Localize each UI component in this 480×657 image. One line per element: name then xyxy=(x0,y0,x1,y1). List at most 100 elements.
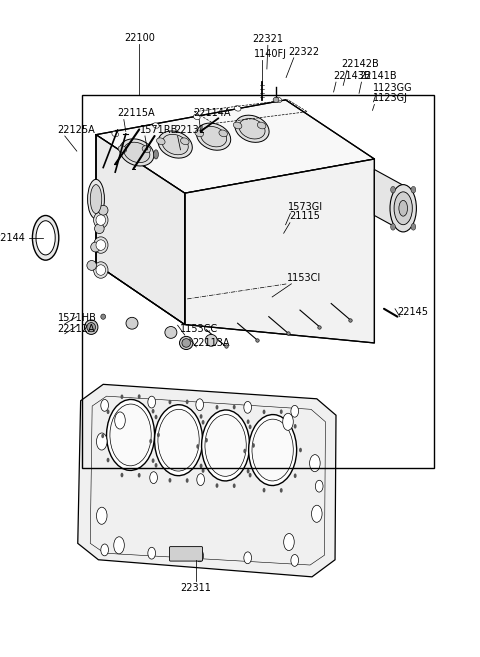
Ellipse shape xyxy=(233,122,242,129)
Polygon shape xyxy=(96,135,185,325)
Ellipse shape xyxy=(158,131,192,158)
Ellipse shape xyxy=(315,480,323,492)
Ellipse shape xyxy=(310,455,320,472)
Ellipse shape xyxy=(91,242,100,252)
Ellipse shape xyxy=(110,404,151,466)
Text: 1153CI: 1153CI xyxy=(287,273,321,283)
Ellipse shape xyxy=(154,150,158,159)
Text: 22311: 22311 xyxy=(180,583,211,593)
Ellipse shape xyxy=(283,413,293,430)
Ellipse shape xyxy=(120,394,123,399)
Polygon shape xyxy=(185,159,374,343)
Ellipse shape xyxy=(126,317,138,329)
Ellipse shape xyxy=(87,323,96,332)
Ellipse shape xyxy=(312,505,322,522)
Ellipse shape xyxy=(186,478,189,483)
Text: 22115A: 22115A xyxy=(118,108,155,118)
Ellipse shape xyxy=(202,420,204,424)
Ellipse shape xyxy=(101,314,106,319)
Circle shape xyxy=(411,187,416,193)
Ellipse shape xyxy=(148,396,156,408)
Ellipse shape xyxy=(196,550,204,562)
Ellipse shape xyxy=(152,459,155,463)
Ellipse shape xyxy=(249,473,252,478)
Ellipse shape xyxy=(138,394,141,399)
Ellipse shape xyxy=(158,409,199,471)
Ellipse shape xyxy=(156,138,165,145)
Ellipse shape xyxy=(263,488,265,493)
Circle shape xyxy=(411,223,416,230)
Ellipse shape xyxy=(201,126,227,147)
Text: 22143B: 22143B xyxy=(334,71,371,81)
Ellipse shape xyxy=(94,261,108,278)
Ellipse shape xyxy=(219,130,228,137)
Ellipse shape xyxy=(96,507,107,524)
Ellipse shape xyxy=(142,146,151,152)
Ellipse shape xyxy=(149,439,152,443)
Ellipse shape xyxy=(243,449,246,453)
Text: 1571RB: 1571RB xyxy=(140,125,179,135)
Ellipse shape xyxy=(90,185,102,214)
Ellipse shape xyxy=(168,478,171,483)
Ellipse shape xyxy=(155,463,157,468)
Ellipse shape xyxy=(294,474,297,478)
Ellipse shape xyxy=(155,405,203,476)
Ellipse shape xyxy=(275,97,282,102)
Ellipse shape xyxy=(252,443,255,447)
Ellipse shape xyxy=(180,336,193,350)
Ellipse shape xyxy=(202,410,250,481)
Ellipse shape xyxy=(233,405,236,409)
Text: 21115: 21115 xyxy=(289,212,320,221)
Ellipse shape xyxy=(257,122,266,129)
Ellipse shape xyxy=(94,237,108,254)
Ellipse shape xyxy=(234,106,241,111)
Ellipse shape xyxy=(150,472,157,484)
Ellipse shape xyxy=(280,409,283,414)
Ellipse shape xyxy=(196,123,231,150)
Ellipse shape xyxy=(157,433,160,437)
Ellipse shape xyxy=(200,464,203,468)
Polygon shape xyxy=(78,384,336,577)
Ellipse shape xyxy=(152,409,155,413)
Ellipse shape xyxy=(162,134,188,155)
Text: 1571HB: 1571HB xyxy=(58,313,96,323)
Ellipse shape xyxy=(202,468,204,473)
Ellipse shape xyxy=(235,115,269,143)
Ellipse shape xyxy=(107,458,109,463)
Ellipse shape xyxy=(96,240,106,250)
Ellipse shape xyxy=(294,424,297,428)
Polygon shape xyxy=(96,100,374,193)
Ellipse shape xyxy=(273,97,279,102)
Ellipse shape xyxy=(96,433,107,450)
Text: 22100: 22100 xyxy=(124,33,155,43)
Text: 22131: 22131 xyxy=(174,125,205,135)
Text: 1153CC: 1153CC xyxy=(180,324,218,334)
Text: 22322: 22322 xyxy=(288,47,319,57)
Ellipse shape xyxy=(216,405,218,409)
Bar xyxy=(82,95,434,468)
Ellipse shape xyxy=(182,339,191,348)
Circle shape xyxy=(391,223,396,230)
Ellipse shape xyxy=(118,146,127,152)
Ellipse shape xyxy=(200,414,203,419)
Ellipse shape xyxy=(193,114,200,120)
Text: 22114A: 22114A xyxy=(193,108,231,118)
Ellipse shape xyxy=(247,469,250,474)
Ellipse shape xyxy=(205,438,208,442)
Ellipse shape xyxy=(291,555,299,566)
Ellipse shape xyxy=(195,130,204,137)
Text: 1140FJ: 1140FJ xyxy=(254,49,288,59)
Ellipse shape xyxy=(196,399,204,411)
Ellipse shape xyxy=(120,139,154,166)
Ellipse shape xyxy=(291,405,299,417)
Text: 22125A: 22125A xyxy=(58,125,96,135)
Text: 22321: 22321 xyxy=(252,34,283,44)
Ellipse shape xyxy=(249,415,297,486)
Ellipse shape xyxy=(96,265,106,275)
Text: 22145: 22145 xyxy=(397,307,429,317)
Ellipse shape xyxy=(36,221,55,255)
Ellipse shape xyxy=(33,215,59,260)
Ellipse shape xyxy=(87,260,96,271)
Ellipse shape xyxy=(115,412,125,429)
Ellipse shape xyxy=(394,192,412,225)
